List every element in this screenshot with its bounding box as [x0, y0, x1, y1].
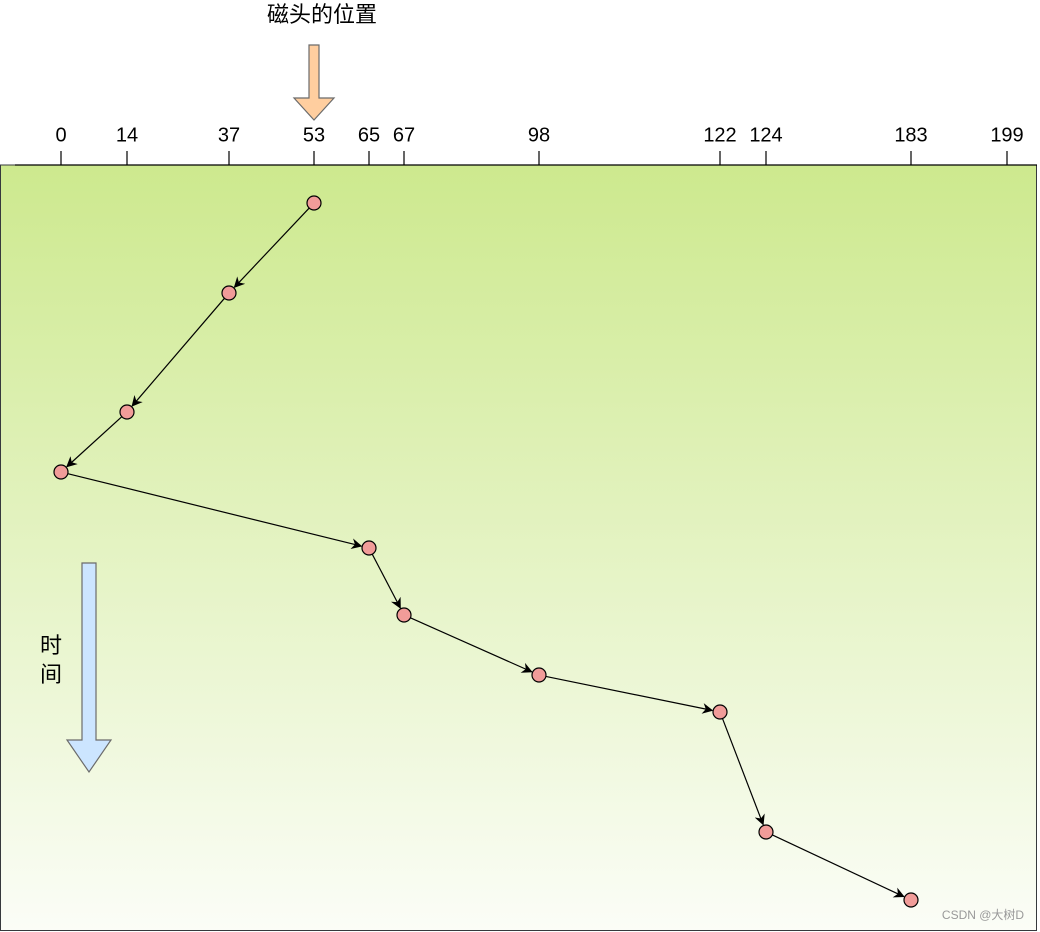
time-label: 时 [40, 633, 62, 658]
move-arrow [772, 834, 905, 898]
marks: 0 14 37 53 65 67 98 122 124 183 199 [53, 124, 1024, 908]
visit-point [531, 667, 547, 683]
watermark: CSDN @大树D [942, 907, 1025, 922]
tick-label: 183 [894, 124, 927, 146]
tick-label: 0 [55, 124, 66, 146]
tick-label: 124 [749, 124, 782, 146]
visit-point [306, 195, 322, 211]
tick-label: 98 [528, 124, 550, 146]
visit-point [396, 607, 412, 623]
tick-label: 53 [303, 124, 325, 146]
tick-label: 122 [703, 124, 736, 146]
panel [0, 164, 1037, 931]
tick-label: 67 [393, 124, 415, 146]
move-arrow [721, 718, 765, 826]
move-arrow [410, 617, 533, 673]
tick-label: 199 [990, 124, 1023, 146]
title: 磁头的位置 [267, 2, 377, 27]
head-arrow [292, 44, 336, 121]
visit-point [758, 824, 774, 840]
visit-point [221, 285, 237, 301]
move-arrow [233, 207, 310, 288]
tick-label: 14 [116, 124, 138, 146]
visit-point [361, 540, 377, 556]
move-arrow [371, 553, 401, 609]
visit-point [53, 464, 69, 480]
move-arrow [66, 416, 123, 468]
move-arrow [67, 473, 363, 549]
move-arrow [545, 675, 714, 714]
time-arrow [65, 562, 113, 774]
move-arrow [131, 297, 225, 407]
visit-point [903, 892, 919, 908]
tick-label: 37 [218, 124, 240, 146]
tick-label: 65 [358, 124, 380, 146]
time-label: 间 [40, 662, 62, 687]
visit-point [119, 404, 135, 420]
visit-point [712, 704, 728, 720]
